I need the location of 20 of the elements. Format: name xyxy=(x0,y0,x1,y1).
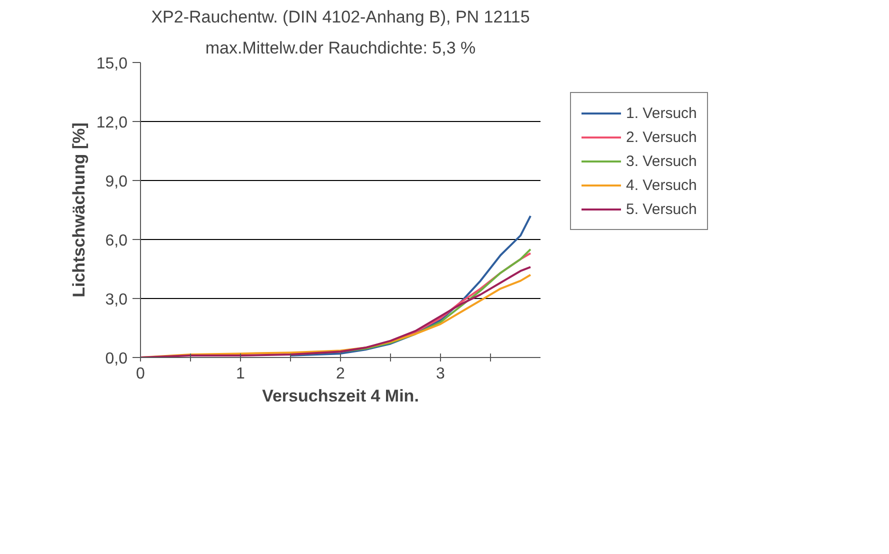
legend-label: 1. Versuch xyxy=(626,104,697,122)
legend-label: 5. Versuch xyxy=(626,200,697,218)
chart-subtitle: max.Mittelw.der Rauchdichte: 5,3 % xyxy=(205,38,476,58)
x-axis-title: Versuchszeit 4 Min. xyxy=(262,386,419,406)
y-tick-label: 15,0 xyxy=(96,56,128,72)
x-tick-label: 2 xyxy=(336,366,346,382)
legend-label: 4. Versuch xyxy=(626,176,697,194)
y-tick-label: 3,0 xyxy=(105,292,128,308)
x-tick-label: 0 xyxy=(136,366,146,382)
y-tick-label: 9,0 xyxy=(105,174,128,190)
legend-label: 2. Versuch xyxy=(626,128,697,146)
y-tick-label: 12,0 xyxy=(96,114,128,132)
chart-title: XP2-Rauchentw. (DIN 4102-Anhang B), PN 12115 xyxy=(151,8,530,26)
line-series xyxy=(290,214,532,357)
y-axis-title: Lichtschwächung [%] xyxy=(69,122,88,298)
x-tick-label: 1 xyxy=(236,366,246,382)
x-tick-label: 3 xyxy=(436,366,446,382)
y-tick-label: 6,0 xyxy=(105,232,128,250)
legend-label: 3. Versuch xyxy=(626,152,697,170)
y-tick-label: 0,0 xyxy=(105,350,128,368)
